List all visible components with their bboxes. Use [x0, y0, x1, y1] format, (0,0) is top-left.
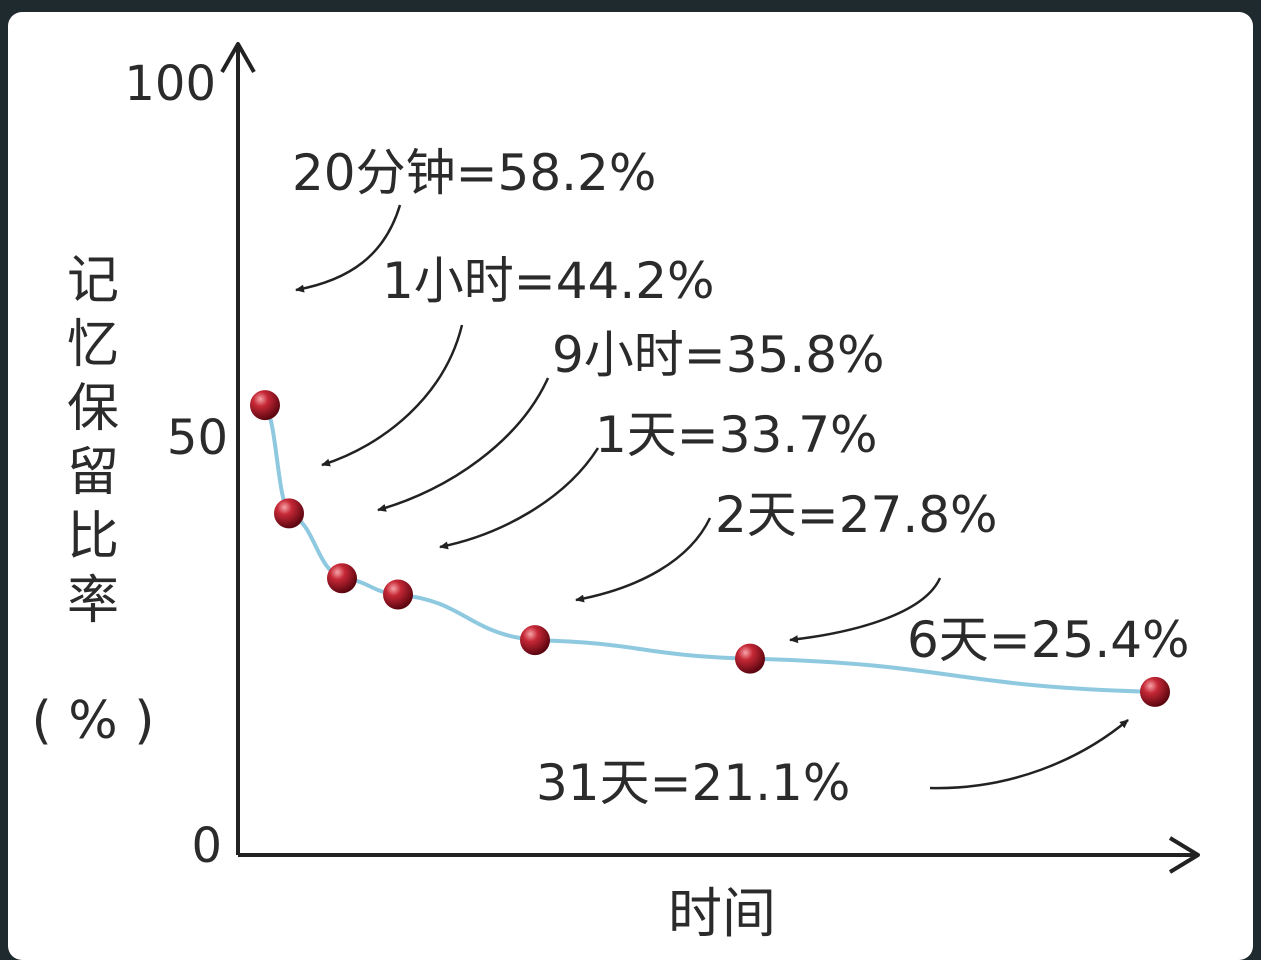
ylabel-char: 记 [67, 251, 119, 311]
data-points [250, 390, 1170, 707]
ylabel-unit: ( % ) [31, 691, 154, 751]
forgetting-curve-chart: 100 50 0 记 忆 保 留 比 率 ( % ) 时间 [31, 42, 1200, 945]
ytick-label-50: 50 [167, 410, 228, 466]
xlabel: 时间 [668, 882, 776, 945]
annotation-arrow [439, 447, 600, 550]
annotation-arrow [295, 204, 402, 293]
chart-frame: 100 50 0 记 忆 保 留 比 率 ( % ) 时间 [8, 12, 1253, 960]
ylabel-char: 留 [67, 443, 119, 503]
point-label: 9小时=35.8% [552, 326, 885, 384]
annotation-arrow [575, 517, 712, 603]
point-label: 1小时=44.2% [382, 252, 715, 310]
ylabel-char: 率 [67, 571, 119, 631]
ytick-label-100: 100 [124, 56, 216, 112]
data-point [383, 579, 413, 610]
ylabel-char: 保 [67, 379, 119, 439]
data-point [735, 643, 765, 674]
data-point [520, 625, 550, 656]
point-label: 2天=27.8% [715, 486, 998, 544]
ytick-label-0: 0 [191, 818, 222, 874]
x-axis [238, 836, 1200, 874]
data-point [327, 563, 357, 594]
annotation-arrow [789, 577, 942, 644]
annotation-arrows [295, 204, 1129, 790]
point-label: 20分钟=58.2% [292, 144, 656, 202]
ylabel-char: 忆 [67, 315, 119, 375]
annotation-arrow [321, 324, 464, 467]
annotation-arrow [929, 719, 1129, 790]
point-label: 31天=21.1% [536, 754, 850, 812]
data-point [250, 390, 280, 421]
annotation-arrow [377, 377, 550, 512]
data-point [274, 498, 304, 529]
data-point [1140, 676, 1170, 707]
ylabel-char: 比 [67, 507, 119, 567]
point-label: 1天=33.7% [595, 406, 878, 464]
point-label: 6天=25.4% [907, 611, 1190, 669]
y-axis [220, 42, 256, 855]
